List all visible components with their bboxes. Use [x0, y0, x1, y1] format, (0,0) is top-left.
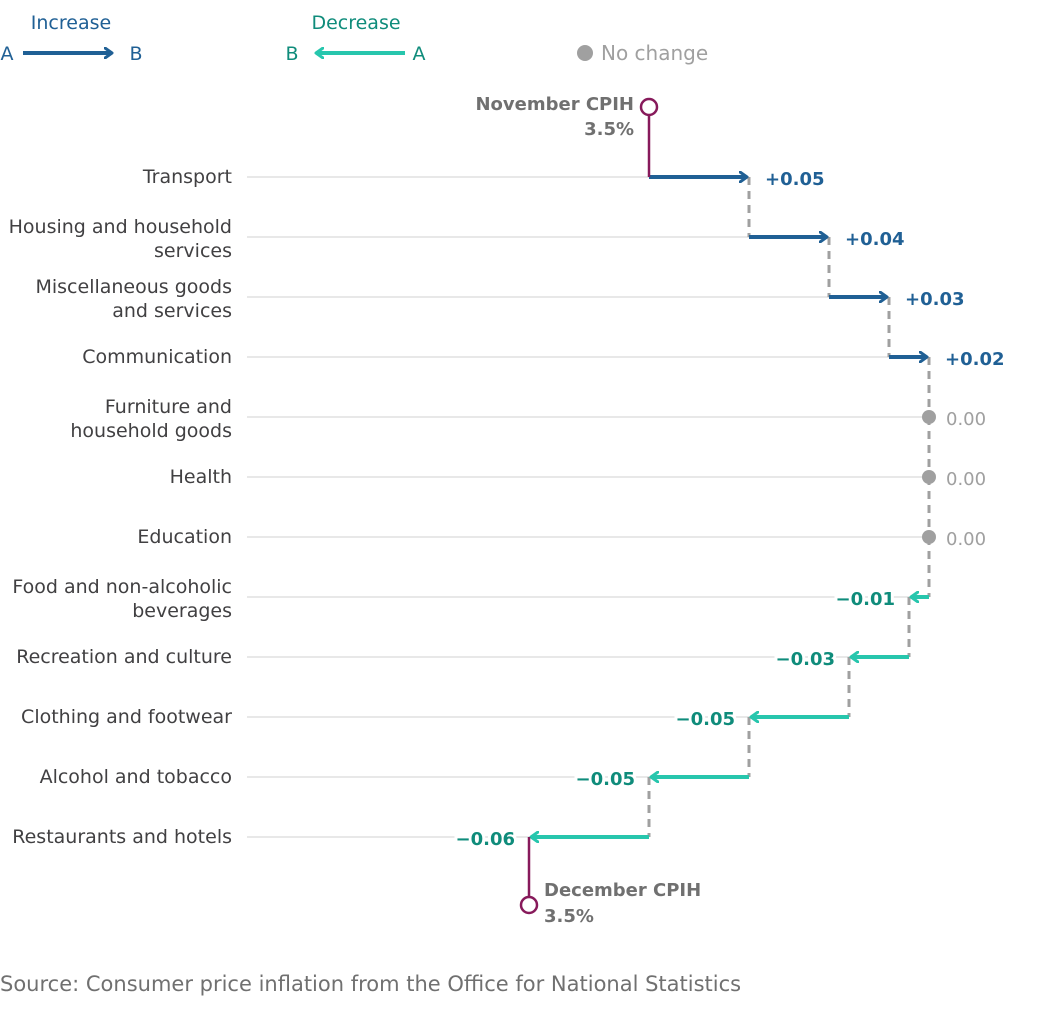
source-note: Source: Consumer price inflation from th… — [0, 972, 741, 996]
value-label: +0.05 — [765, 169, 825, 190]
no-change-dot — [922, 410, 936, 424]
category-labels: Transport Housing and household services Mi… — [9, 166, 233, 848]
legend-decrease-from: A — [413, 43, 426, 65]
no-change-dot-icon — [577, 45, 593, 61]
legend-no-change: No change — [577, 41, 708, 65]
start-circle-icon — [639, 97, 659, 117]
legend-increase-title: Increase — [31, 12, 111, 34]
category-label: Health — [170, 466, 232, 488]
value-label: −0.06 — [456, 829, 516, 850]
end-marker: December CPIH 3.5% — [519, 837, 701, 927]
category-label: Clothing and footwear — [21, 706, 232, 728]
end-value: 3.5% — [544, 906, 594, 927]
start-marker: November CPIH 3.5% — [475, 94, 659, 177]
connectors — [647, 177, 931, 837]
legend-decrease-to: B — [285, 43, 298, 65]
no-change-dot — [922, 530, 936, 544]
legend-increase: Increase A B — [1, 12, 143, 65]
value-label: −0.05 — [676, 709, 736, 730]
value-label: −0.03 — [776, 649, 836, 670]
legend-decrease-title: Decrease — [311, 12, 400, 34]
category-label: Furniture and household goods — [70, 396, 232, 442]
legend-increase-to: B — [129, 43, 142, 65]
legend-no-change-label: No change — [601, 41, 708, 65]
category-label: Communication — [82, 346, 232, 368]
value-label: 0.00 — [946, 529, 986, 550]
category-label: Food and non-alcoholic beverages — [12, 576, 232, 622]
category-label: Transport — [142, 166, 232, 188]
value-label: +0.02 — [945, 349, 1005, 370]
value-label: −0.01 — [836, 589, 896, 610]
end-circle-icon — [519, 895, 539, 915]
no-change-dot — [922, 470, 936, 484]
value-label: +0.03 — [905, 289, 965, 310]
category-label: Housing and household services — [9, 216, 232, 262]
category-label: Education — [137, 526, 232, 548]
end-label: December CPIH — [544, 880, 701, 901]
legend: Increase A B Decrease B A No change — [1, 12, 709, 65]
category-label: Miscellaneous goods and services — [35, 276, 232, 322]
category-label: Alcohol and tobacco — [40, 766, 232, 788]
value-label: −0.05 — [576, 769, 636, 790]
value-label: +0.04 — [845, 229, 905, 250]
value-label: 0.00 — [946, 409, 986, 430]
category-label: Recreation and culture — [16, 646, 232, 668]
start-value: 3.5% — [584, 119, 634, 140]
legend-decrease: Decrease B A — [285, 12, 425, 65]
start-label: November CPIH — [475, 94, 634, 115]
gridlines — [247, 176, 929, 838]
legend-increase-from: A — [1, 43, 14, 65]
value-labels: +0.05 +0.04 +0.03 +0.02 0.00 0.00 0.00 −0.01 −0.… — [453, 169, 1005, 853]
category-label: Restaurants and hotels — [12, 826, 232, 848]
value-label: 0.00 — [946, 469, 986, 490]
contribution-marks — [531, 177, 936, 837]
